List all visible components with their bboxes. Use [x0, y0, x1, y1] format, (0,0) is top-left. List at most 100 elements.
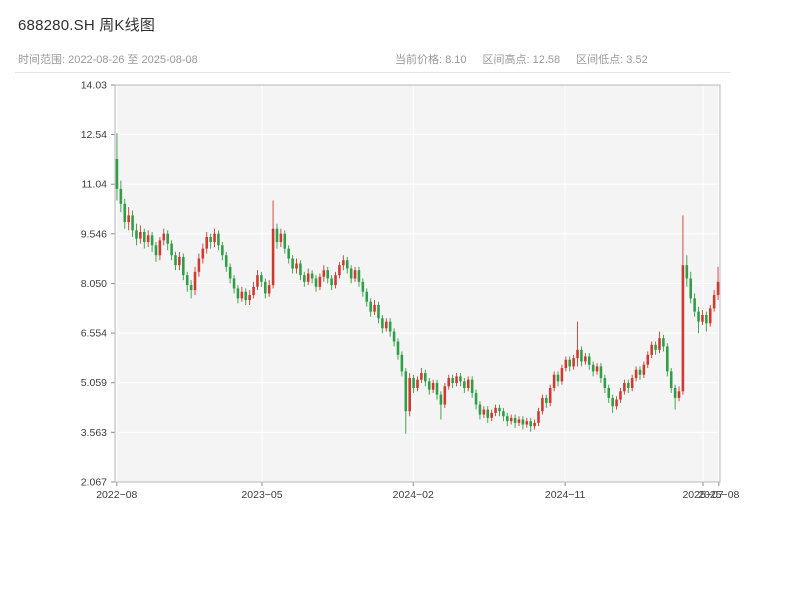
candle-body: [420, 373, 423, 380]
y-tick-label: 8.050: [81, 278, 107, 290]
candle-body: [189, 285, 193, 291]
candle-body: [634, 369, 638, 379]
candle-body: [521, 419, 525, 425]
candle-body: [466, 379, 470, 388]
candle-body: [123, 203, 127, 223]
candle-body: [119, 188, 123, 204]
candle-body: [244, 291, 248, 301]
candle-body: [474, 392, 478, 405]
price-stats: 当前价格: 8.10 区间高点: 12.58 区间低点: 3.52: [395, 51, 648, 67]
candle-body: [185, 275, 189, 286]
candle-body: [271, 228, 275, 286]
candle-body: [345, 260, 349, 269]
x-tick-label: 2025−08: [698, 489, 739, 501]
candle-body: [427, 381, 431, 390]
candle-body: [525, 421, 529, 425]
candle-body: [197, 258, 201, 272]
candle-body: [623, 383, 626, 392]
current-price-label: 当前价格: 8.10: [395, 54, 467, 66]
candle-body: [701, 314, 704, 322]
candle-body: [646, 354, 650, 365]
candle-body: [279, 233, 283, 242]
candle-body: [267, 285, 271, 294]
candle-body: [412, 378, 415, 388]
candle-body: [377, 305, 380, 319]
candle-body: [716, 281, 720, 296]
candle-body: [459, 376, 462, 382]
candle-body: [502, 411, 505, 417]
candle-body: [263, 281, 267, 294]
candle-body: [689, 278, 693, 299]
y-tick-label: 11.04: [82, 179, 108, 191]
x-tick-label: 2023−05: [241, 489, 282, 501]
candle-body: [236, 288, 240, 299]
candle-body: [115, 159, 119, 189]
candle-body: [306, 273, 310, 282]
candle-body: [240, 291, 244, 299]
candle-body: [424, 373, 427, 382]
candle-body: [533, 422, 536, 427]
candle-body: [178, 256, 181, 266]
candle-body: [685, 265, 689, 279]
candle-body: [490, 412, 493, 418]
candle-body: [638, 369, 642, 375]
candle-body: [463, 381, 466, 388]
candle-body: [595, 366, 599, 372]
candle-body: [408, 378, 411, 412]
candle-body: [541, 397, 544, 412]
candle-body: [650, 344, 653, 355]
candle-body: [322, 270, 326, 277]
candle-body: [564, 359, 568, 369]
candle-body: [154, 245, 158, 256]
candle-body: [517, 419, 521, 423]
candle-body: [349, 268, 353, 279]
candle-body: [431, 383, 435, 390]
x-tick-label: 2025−07: [682, 489, 723, 501]
candle-body: [630, 378, 634, 388]
candle-body: [310, 273, 314, 279]
candle-body: [619, 391, 622, 400]
candle-body: [513, 417, 517, 423]
candle-body: [400, 354, 404, 372]
candle-body: [470, 379, 474, 393]
candle-body: [174, 255, 177, 266]
candle-body: [365, 291, 369, 302]
candle-body: [509, 417, 513, 422]
candle-body: [353, 270, 357, 279]
candle-body: [205, 236, 209, 249]
chart-title: 688280.SH 周K线图: [18, 17, 156, 34]
candle-body: [318, 276, 322, 287]
candle-body: [545, 397, 548, 403]
candle-body: [314, 278, 318, 287]
candle-body: [150, 235, 154, 246]
candle-body: [673, 387, 677, 398]
candle-body: [591, 364, 595, 372]
range-low-label: 区间低点: 3.52: [576, 54, 648, 66]
candle-body: [326, 270, 330, 279]
candle-body: [369, 301, 372, 312]
candle-body: [482, 409, 486, 415]
candle-body: [599, 366, 603, 379]
candle-body: [142, 232, 146, 242]
candle-body: [252, 286, 255, 296]
header-divider: [15, 72, 731, 73]
candle-body: [139, 232, 142, 239]
candle-body: [439, 394, 443, 405]
candle-body: [158, 240, 162, 256]
y-tick-label: 12.54: [81, 129, 107, 141]
candle-body: [572, 358, 575, 367]
candle-body: [404, 371, 408, 412]
candle-body: [291, 258, 294, 269]
candle-body: [435, 383, 439, 395]
candle-body: [384, 321, 388, 329]
candle-body: [712, 295, 716, 309]
chart-subheader: 时间范围: 2022-08-26 至 2025-08-08 当前价格: 8.10…: [18, 51, 730, 67]
candle-body: [486, 409, 490, 418]
candle-body: [283, 233, 287, 249]
candle-body: [626, 383, 630, 388]
candle-body: [560, 368, 564, 382]
x-tick-label: 2024−02: [393, 489, 434, 501]
candle-body: [201, 248, 205, 259]
candle-body: [615, 399, 618, 407]
y-tick-label: 2.067: [81, 477, 107, 489]
